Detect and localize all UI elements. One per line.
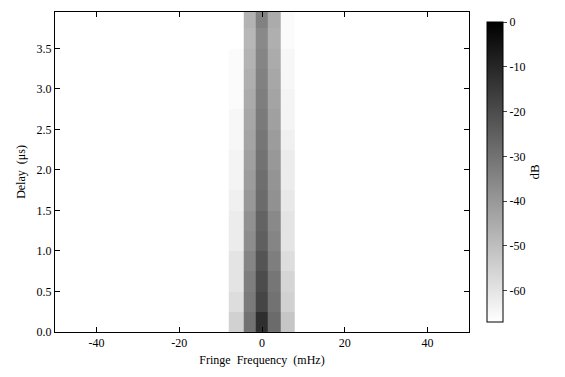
svg-text:-30: -30 [509,150,525,164]
svg-text:dB: dB [527,164,542,180]
svg-text:-60: -60 [509,284,525,298]
svg-text:0.0: 0.0 [37,325,52,339]
svg-text:-40: -40 [509,194,525,208]
svg-text:-10: -10 [509,60,525,74]
svg-text:-50: -50 [509,239,525,253]
svg-text:3.0: 3.0 [37,82,52,96]
svg-text:0: 0 [259,336,265,350]
svg-text:0: 0 [509,15,515,29]
svg-text:Delay (μs): Delay (μs) [14,145,28,199]
svg-text:2.0: 2.0 [37,163,52,177]
svg-text:-40: -40 [88,336,104,350]
svg-text:20: 20 [339,336,351,350]
svg-text:-20: -20 [171,336,187,350]
svg-text:Fringe Frequency (mHz): Fringe Frequency (mHz) [199,353,324,367]
svg-text:40: 40 [422,336,434,350]
svg-text:2.5: 2.5 [37,123,52,137]
svg-text:0.5: 0.5 [37,285,52,299]
svg-text:3.5: 3.5 [37,42,52,56]
svg-text:1.0: 1.0 [37,244,52,258]
svg-text:-20: -20 [509,105,525,119]
svg-text:1.5: 1.5 [37,204,52,218]
